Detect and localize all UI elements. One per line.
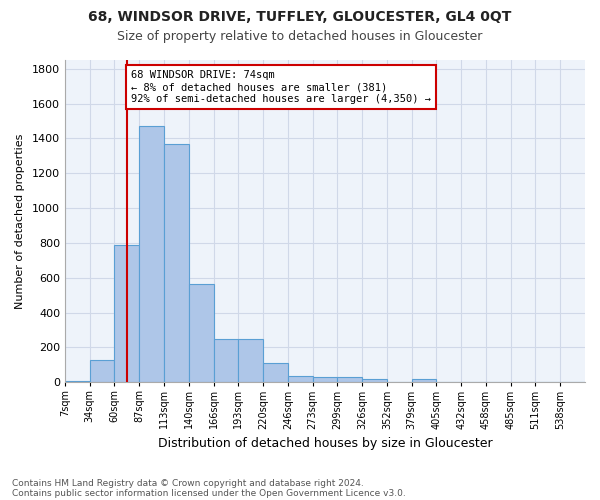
Bar xyxy=(263,363,288,382)
Bar xyxy=(412,379,436,382)
Text: 68, WINDSOR DRIVE, TUFFLEY, GLOUCESTER, GL4 0QT: 68, WINDSOR DRIVE, TUFFLEY, GLOUCESTER, … xyxy=(88,10,512,24)
Bar xyxy=(139,126,164,382)
Text: Contains public sector information licensed under the Open Government Licence v3: Contains public sector information licen… xyxy=(12,488,406,498)
Bar xyxy=(65,380,89,382)
Bar xyxy=(288,376,313,382)
Text: Contains HM Land Registry data © Crown copyright and database right 2024.: Contains HM Land Registry data © Crown c… xyxy=(12,478,364,488)
Text: Size of property relative to detached houses in Gloucester: Size of property relative to detached ho… xyxy=(118,30,482,43)
Bar xyxy=(313,377,337,382)
Bar xyxy=(189,284,214,382)
Bar xyxy=(337,377,362,382)
Text: 68 WINDSOR DRIVE: 74sqm
← 8% of detached houses are smaller (381)
92% of semi-de: 68 WINDSOR DRIVE: 74sqm ← 8% of detached… xyxy=(131,70,431,104)
Bar xyxy=(115,244,139,382)
Bar xyxy=(164,144,189,382)
Bar xyxy=(238,339,263,382)
Bar xyxy=(214,339,238,382)
Bar xyxy=(362,379,387,382)
Y-axis label: Number of detached properties: Number of detached properties xyxy=(15,134,25,309)
Bar xyxy=(89,360,115,382)
X-axis label: Distribution of detached houses by size in Gloucester: Distribution of detached houses by size … xyxy=(158,437,492,450)
